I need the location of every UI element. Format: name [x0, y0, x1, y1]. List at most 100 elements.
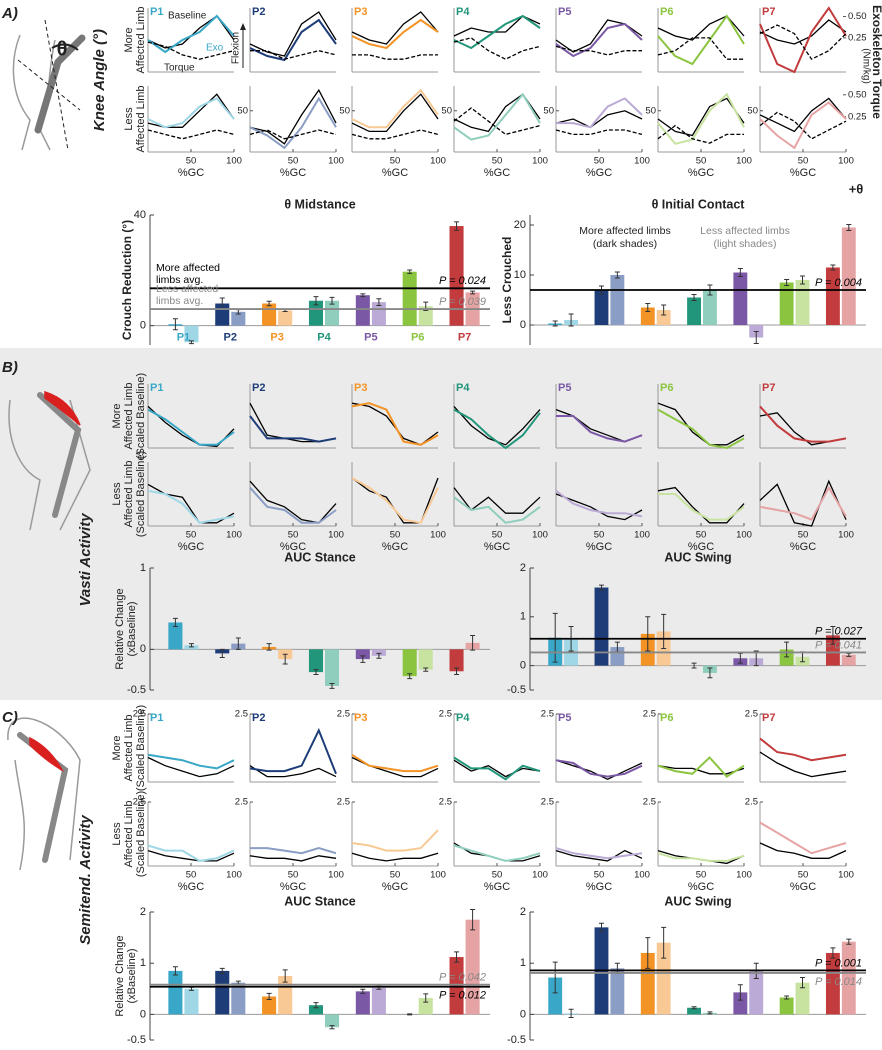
exo-line	[351, 477, 439, 524]
chart-title: P3	[354, 6, 367, 18]
y2-axis-label: Exoskeleton Torque	[870, 5, 882, 119]
error-bar	[329, 1025, 335, 1030]
x-axis-label: %GC	[586, 881, 612, 893]
x-tick-label: 50	[186, 870, 197, 881]
error-bar	[661, 613, 667, 650]
error-bar	[800, 977, 806, 989]
exo-line	[556, 415, 643, 443]
chart-title: AUC Stance	[284, 550, 356, 564]
bar	[371, 987, 386, 1015]
error-bar	[784, 995, 790, 1000]
error-bar	[172, 318, 178, 331]
row-label: Less	[111, 822, 123, 846]
error-bar	[188, 340, 194, 345]
bar	[325, 1014, 340, 1028]
sign-label: +θ	[849, 181, 864, 196]
error-bar	[329, 682, 335, 689]
error-bar	[219, 648, 225, 658]
bar	[841, 227, 856, 325]
exo-line	[759, 6, 847, 74]
exo-line	[147, 844, 235, 862]
error-bar	[172, 617, 178, 628]
x-axis-label: %GC	[280, 541, 306, 553]
x-tick-label: 100	[226, 870, 242, 881]
y-tick-label: 1	[520, 611, 526, 623]
error-bar	[691, 662, 697, 669]
x-tick-label: 100	[328, 156, 344, 167]
x-tick-label: 100	[838, 870, 854, 881]
exo-line	[249, 486, 337, 524]
y-tick-label: 50	[339, 105, 350, 116]
baseline-line	[351, 93, 439, 133]
x-axis-label: %GC	[790, 167, 816, 179]
y-tick-label: 0	[140, 643, 146, 655]
y-axis-label: Relative Change	[114, 588, 126, 669]
panel-title: Vasti Activity	[77, 513, 94, 607]
bar	[779, 649, 794, 666]
error-bar	[219, 967, 225, 974]
x-tick-label: 100	[736, 870, 752, 881]
y-tick-label: -0.5	[507, 1034, 526, 1046]
bar	[610, 968, 625, 1015]
x-tick-label: 50	[390, 530, 401, 541]
exo-line	[351, 18, 439, 50]
bar	[418, 649, 433, 670]
error-bar	[407, 673, 413, 680]
annotation: (light shades)	[713, 238, 776, 250]
exo-line	[657, 92, 745, 145]
legend-label: Torque	[164, 63, 195, 74]
error-bar	[407, 1013, 413, 1016]
chart-title: P3	[354, 382, 367, 394]
bar	[703, 290, 717, 325]
torque-line	[555, 129, 643, 136]
bar	[656, 310, 671, 325]
row-label: Affected Limb	[123, 800, 135, 867]
error-bar	[737, 984, 743, 1001]
error-bar	[830, 264, 836, 271]
category-label: P4	[317, 332, 331, 344]
x-axis-label: %GC	[178, 167, 204, 179]
y-tick-label: 0	[520, 660, 526, 672]
panel-title: Knee Angle (°)	[91, 29, 108, 131]
y-tick-label: 2.5	[541, 709, 554, 720]
chart-title: P2	[252, 6, 265, 18]
exo-line	[249, 727, 337, 775]
chart-title: AUC Swing	[664, 550, 731, 564]
category-label: P1	[177, 332, 190, 344]
baseline-line	[351, 11, 439, 45]
error-bar	[846, 652, 852, 657]
x-tick-label: 100	[430, 530, 446, 541]
exo-line	[351, 88, 439, 129]
x-tick-label: 50	[696, 156, 707, 167]
leg-outline	[8, 399, 91, 531]
annotation: Less affected limbs	[700, 225, 790, 237]
row-label: Affected Limb	[123, 460, 135, 527]
legend-label: Exo	[206, 43, 224, 54]
x-tick-label: 50	[288, 870, 299, 881]
error-bar	[784, 279, 790, 286]
bar	[656, 942, 671, 1015]
x-axis-label: %GC	[484, 167, 510, 179]
bar	[795, 982, 810, 1015]
reference-note: More affected	[156, 262, 220, 274]
error-bar	[691, 1006, 697, 1010]
chart-title: P7	[762, 6, 775, 18]
error-bar	[753, 650, 759, 667]
exo-line	[453, 844, 541, 862]
exo-line	[555, 489, 643, 518]
x-tick-label: 50	[594, 870, 605, 881]
row-label: (Scaled Baseline)	[135, 451, 147, 537]
x-tick-label: 100	[532, 530, 548, 541]
bar	[687, 297, 701, 325]
x-tick-label: 50	[390, 870, 401, 881]
bar	[749, 970, 764, 1015]
x-tick-label: 100	[532, 870, 548, 881]
p-value: P = 0.041	[815, 639, 862, 651]
baseline-line	[147, 756, 235, 778]
x-tick-label: 50	[798, 156, 809, 167]
chart-title: P7	[762, 712, 775, 724]
error-bar	[266, 300, 272, 307]
baseline-line	[555, 110, 643, 129]
exo-line	[147, 14, 235, 54]
leg-icon-c	[7, 717, 81, 871]
